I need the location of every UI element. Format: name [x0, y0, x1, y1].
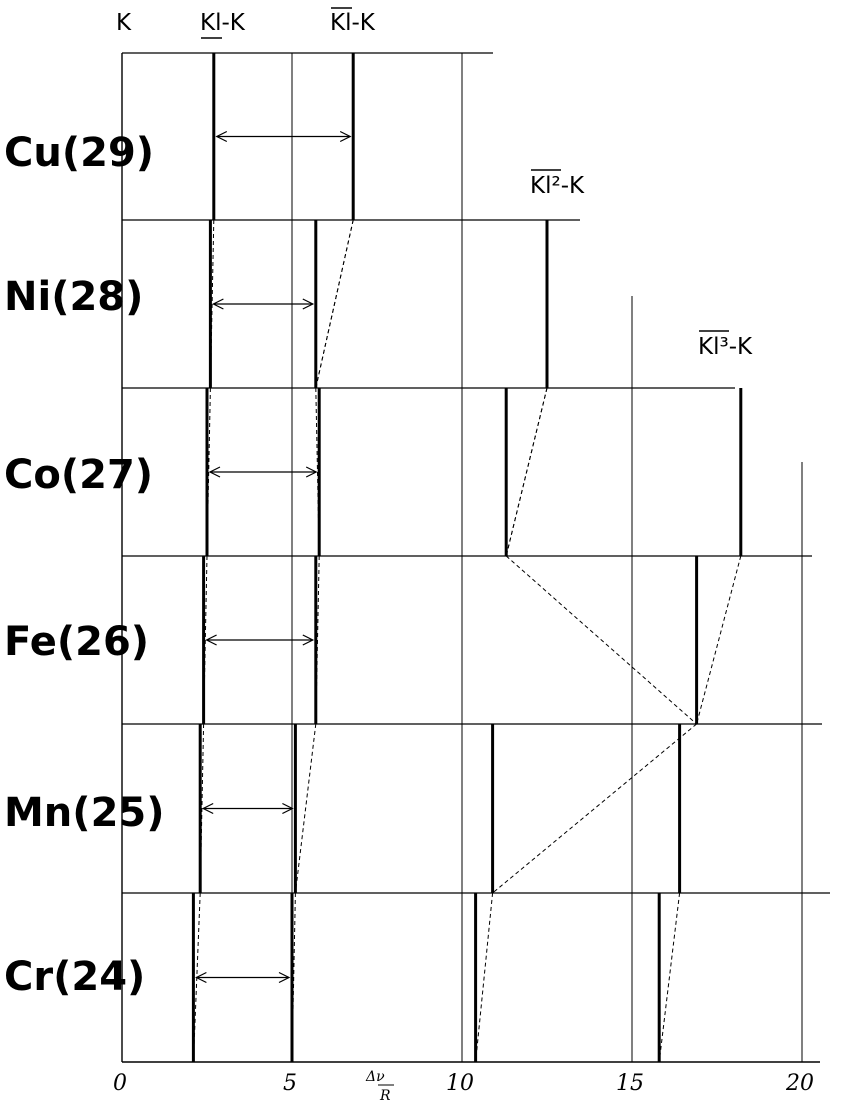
x-tick-0: 0: [113, 1071, 127, 1096]
arrowhead-right: [339, 130, 352, 143]
dashed-link: [505, 555, 697, 725]
arrowhead-left: [215, 130, 228, 143]
element-label-ni: Ni(28): [4, 274, 143, 320]
x-tick-5: 5: [283, 1071, 297, 1096]
dashed-link: [315, 219, 354, 389]
arrowhead-left: [205, 634, 217, 646]
dashed-link: [658, 892, 681, 1063]
series-label-kl2-k: Kl²-K: [530, 173, 585, 199]
element-label-mn: Mn(25): [4, 790, 165, 836]
arrowhead-left: [195, 971, 207, 984]
series-label-kl3-k: Kl³-K: [698, 334, 753, 360]
kl-k-arrows: [195, 130, 352, 984]
arrowhead-right: [305, 466, 318, 478]
dashed-link: [291, 892, 296, 1063]
arrowhead-left: [212, 298, 224, 310]
series-label-kl-k-1: Kl-K: [200, 10, 246, 36]
dashed-link: [475, 892, 494, 1063]
series-label-kl-k-2: Kl-K: [330, 10, 376, 36]
x-tick-10: 10: [446, 1071, 474, 1096]
arrowhead-left: [208, 466, 221, 478]
dashed-connections: [192, 219, 742, 1063]
dashed-link: [505, 387, 548, 557]
element-label-cr: Cr(24): [4, 954, 145, 1000]
diagram-frame: [121, 52, 830, 1063]
dashed-link: [696, 555, 742, 725]
dashed-link: [492, 723, 697, 894]
x-axis-label-denominator: R: [379, 1088, 391, 1103]
spectral-lines: [191, 53, 743, 1062]
arrowhead-left: [201, 802, 214, 815]
arrowhead-right: [302, 298, 315, 310]
x-axis-label-numerator: Δν: [365, 1069, 385, 1085]
arrowhead-right: [302, 634, 315, 646]
element-label-cu: Cu(29): [4, 130, 154, 176]
x-tick-15: 15: [616, 1071, 644, 1096]
arrowhead-right: [278, 971, 291, 984]
element-label-co: Co(27): [4, 452, 153, 498]
element-label-fe: Fe(26): [4, 619, 149, 665]
series-label-k: K: [116, 10, 132, 36]
reference-lines: [291, 53, 803, 1062]
x-tick-20: 20: [785, 1071, 814, 1096]
dashed-link: [294, 723, 317, 894]
arrowhead-right: [282, 802, 294, 815]
dashed-link: [315, 555, 320, 725]
